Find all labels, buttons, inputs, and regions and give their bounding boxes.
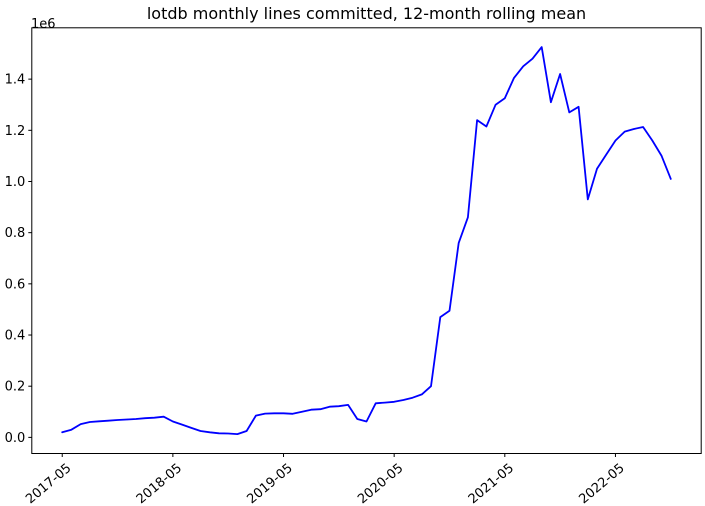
- y-tick-label: 0.2: [5, 380, 26, 395]
- x-tick-label: 2017-05: [23, 461, 74, 506]
- y-tick-label: 1.0: [5, 175, 26, 190]
- x-tick-label: 2021-05: [466, 461, 517, 506]
- x-tick-label: 2022-05: [576, 461, 627, 506]
- y-tick-label: 0.8: [5, 226, 26, 241]
- x-tick-label: 2019-05: [244, 461, 295, 506]
- x-tick-label: 2020-05: [355, 461, 406, 506]
- y-tick-label: 1.4: [5, 73, 26, 88]
- y-tick-label: 1.2: [5, 124, 26, 139]
- y-tick-label: 0.4: [5, 329, 26, 344]
- data-line: [61, 46, 672, 436]
- x-tick-label: 2018-05: [134, 461, 185, 506]
- chart-title: lotdb monthly lines committed, 12-month …: [146, 4, 587, 23]
- y-tick-label: 0.6: [5, 277, 26, 292]
- y-tick-label: 0.0: [5, 431, 26, 446]
- plot-frame: [31, 27, 702, 455]
